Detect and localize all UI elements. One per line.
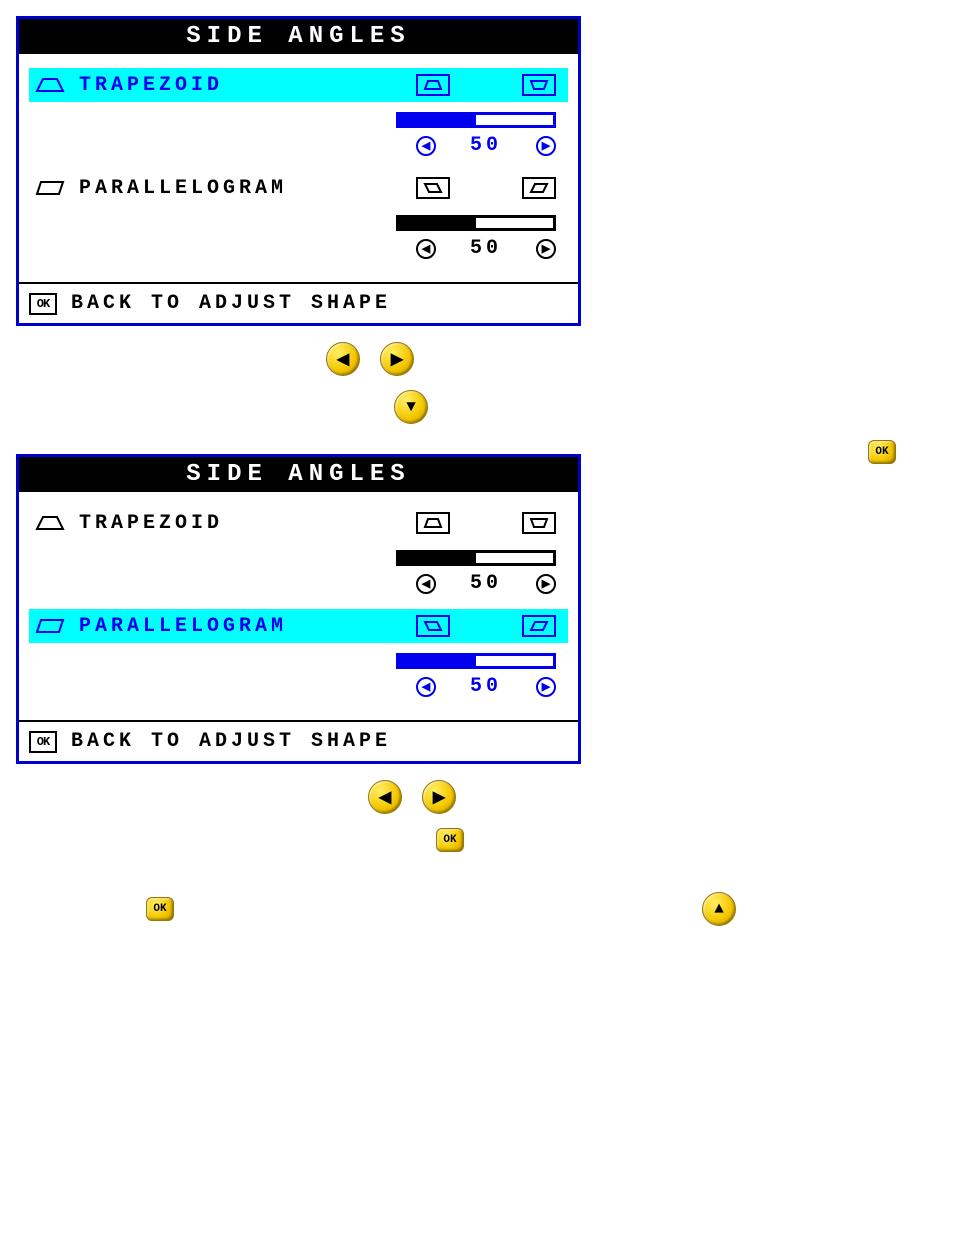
- slider-value: 50: [456, 675, 516, 698]
- ok-label: OK: [875, 446, 888, 458]
- nav-buttons-row-2: ▼: [394, 390, 954, 424]
- decrement-icon[interactable]: ◀: [416, 239, 436, 259]
- parallelogram-icon[interactable]: [522, 615, 556, 637]
- slider-value-row: ◀ 50 ▶: [29, 237, 568, 274]
- nav-buttons-row-5: OK ▲: [146, 892, 736, 926]
- trapezoid-icon: [35, 75, 65, 95]
- slider-value-row: ◀ 50 ▶: [29, 134, 568, 171]
- parallelogram-rev-icon[interactable]: [416, 177, 450, 199]
- parallelogram-rev-icon[interactable]: [416, 615, 450, 637]
- slider-track[interactable]: [396, 112, 556, 128]
- left-arrow-icon: ◀: [337, 349, 349, 369]
- slider-trapezoid: [29, 102, 568, 134]
- parallelogram-icon[interactable]: [522, 177, 556, 199]
- increment-icon[interactable]: ▶: [536, 136, 556, 156]
- nav-buttons-row-4: OK: [436, 828, 954, 852]
- ok-label: OK: [153, 903, 166, 915]
- slider-value-row: ◀ 50 ▶: [29, 675, 568, 712]
- row-label: TRAPEZOID: [79, 74, 416, 97]
- parallelogram-icon: [35, 616, 65, 636]
- slider-value: 50: [456, 134, 516, 157]
- slider-value: 50: [456, 237, 516, 260]
- right-arrow-icon: ▶: [433, 787, 445, 807]
- slider-track[interactable]: [396, 215, 556, 231]
- footer-label: BACK TO ADJUST SHAPE: [71, 292, 391, 315]
- nav-buttons-row-1: ◀ ▶: [326, 342, 954, 376]
- trapezoid-down-icon[interactable]: [522, 74, 556, 96]
- osd-panel-1: SIDE ANGLES TRAPEZOID ◀ 50: [16, 16, 581, 326]
- increment-icon[interactable]: ▶: [536, 574, 556, 594]
- trapezoid-up-icon[interactable]: [416, 74, 450, 96]
- panel-body: TRAPEZOID ◀ 50 ▶ PARAL: [19, 54, 578, 282]
- left-button[interactable]: ◀: [368, 780, 402, 814]
- decrement-icon[interactable]: ◀: [416, 574, 436, 594]
- row-label: PARALLELOGRAM: [79, 177, 416, 200]
- slider-value-row: ◀ 50 ▶: [29, 572, 568, 609]
- row-trapezoid[interactable]: TRAPEZOID: [29, 506, 568, 540]
- left-button[interactable]: ◀: [326, 342, 360, 376]
- ok-icon: OK: [29, 293, 57, 315]
- decrement-icon[interactable]: ◀: [416, 136, 436, 156]
- decrement-icon[interactable]: ◀: [416, 677, 436, 697]
- slider-track[interactable]: [396, 653, 556, 669]
- slider-fill: [399, 656, 476, 666]
- row-controls: [416, 74, 562, 96]
- right-arrow-icon: ▶: [391, 349, 403, 369]
- panel-footer[interactable]: OK BACK TO ADJUST SHAPE: [19, 720, 578, 761]
- panel-title: SIDE ANGLES: [19, 457, 578, 492]
- slider-fill: [399, 218, 476, 228]
- slider-track[interactable]: [396, 550, 556, 566]
- row-controls: [416, 615, 562, 637]
- slider-fill: [399, 115, 476, 125]
- slider-parallelogram: [29, 205, 568, 237]
- down-button[interactable]: ▼: [394, 390, 428, 424]
- trapezoid-icon: [35, 513, 65, 533]
- up-arrow-icon: ▲: [714, 900, 724, 918]
- trapezoid-down-icon[interactable]: [522, 512, 556, 534]
- ok-icon: OK: [29, 731, 57, 753]
- row-controls: [416, 512, 562, 534]
- increment-icon[interactable]: ▶: [536, 239, 556, 259]
- row-parallelogram[interactable]: PARALLELOGRAM: [29, 171, 568, 205]
- ok-button[interactable]: OK: [436, 828, 464, 852]
- slider-value: 50: [456, 572, 516, 595]
- row-parallelogram[interactable]: PARALLELOGRAM: [29, 609, 568, 643]
- slider-parallelogram: [29, 643, 568, 675]
- down-arrow-icon: ▼: [406, 398, 416, 416]
- slider-fill: [399, 553, 476, 563]
- ok-button[interactable]: OK: [146, 897, 174, 921]
- left-arrow-icon: ◀: [379, 787, 391, 807]
- increment-icon[interactable]: ▶: [536, 677, 556, 697]
- right-button[interactable]: ▶: [380, 342, 414, 376]
- row-controls: [416, 177, 562, 199]
- row-trapezoid[interactable]: TRAPEZOID: [29, 68, 568, 102]
- panel-footer[interactable]: OK BACK TO ADJUST SHAPE: [19, 282, 578, 323]
- ok-label: OK: [443, 834, 456, 846]
- parallelogram-icon: [35, 178, 65, 198]
- up-button[interactable]: ▲: [702, 892, 736, 926]
- row-label: PARALLELOGRAM: [79, 615, 416, 638]
- ok-button[interactable]: OK: [868, 440, 896, 464]
- panel-body: TRAPEZOID ◀ 50 ▶ PARAL: [19, 492, 578, 720]
- nav-buttons-row-3: ◀ ▶: [368, 780, 954, 814]
- panel-title: SIDE ANGLES: [19, 19, 578, 54]
- footer-label: BACK TO ADJUST SHAPE: [71, 730, 391, 753]
- osd-panel-2: SIDE ANGLES TRAPEZOID ◀ 50: [16, 454, 581, 764]
- slider-trapezoid: [29, 540, 568, 572]
- row-label: TRAPEZOID: [79, 512, 416, 535]
- trapezoid-up-icon[interactable]: [416, 512, 450, 534]
- right-button[interactable]: ▶: [422, 780, 456, 814]
